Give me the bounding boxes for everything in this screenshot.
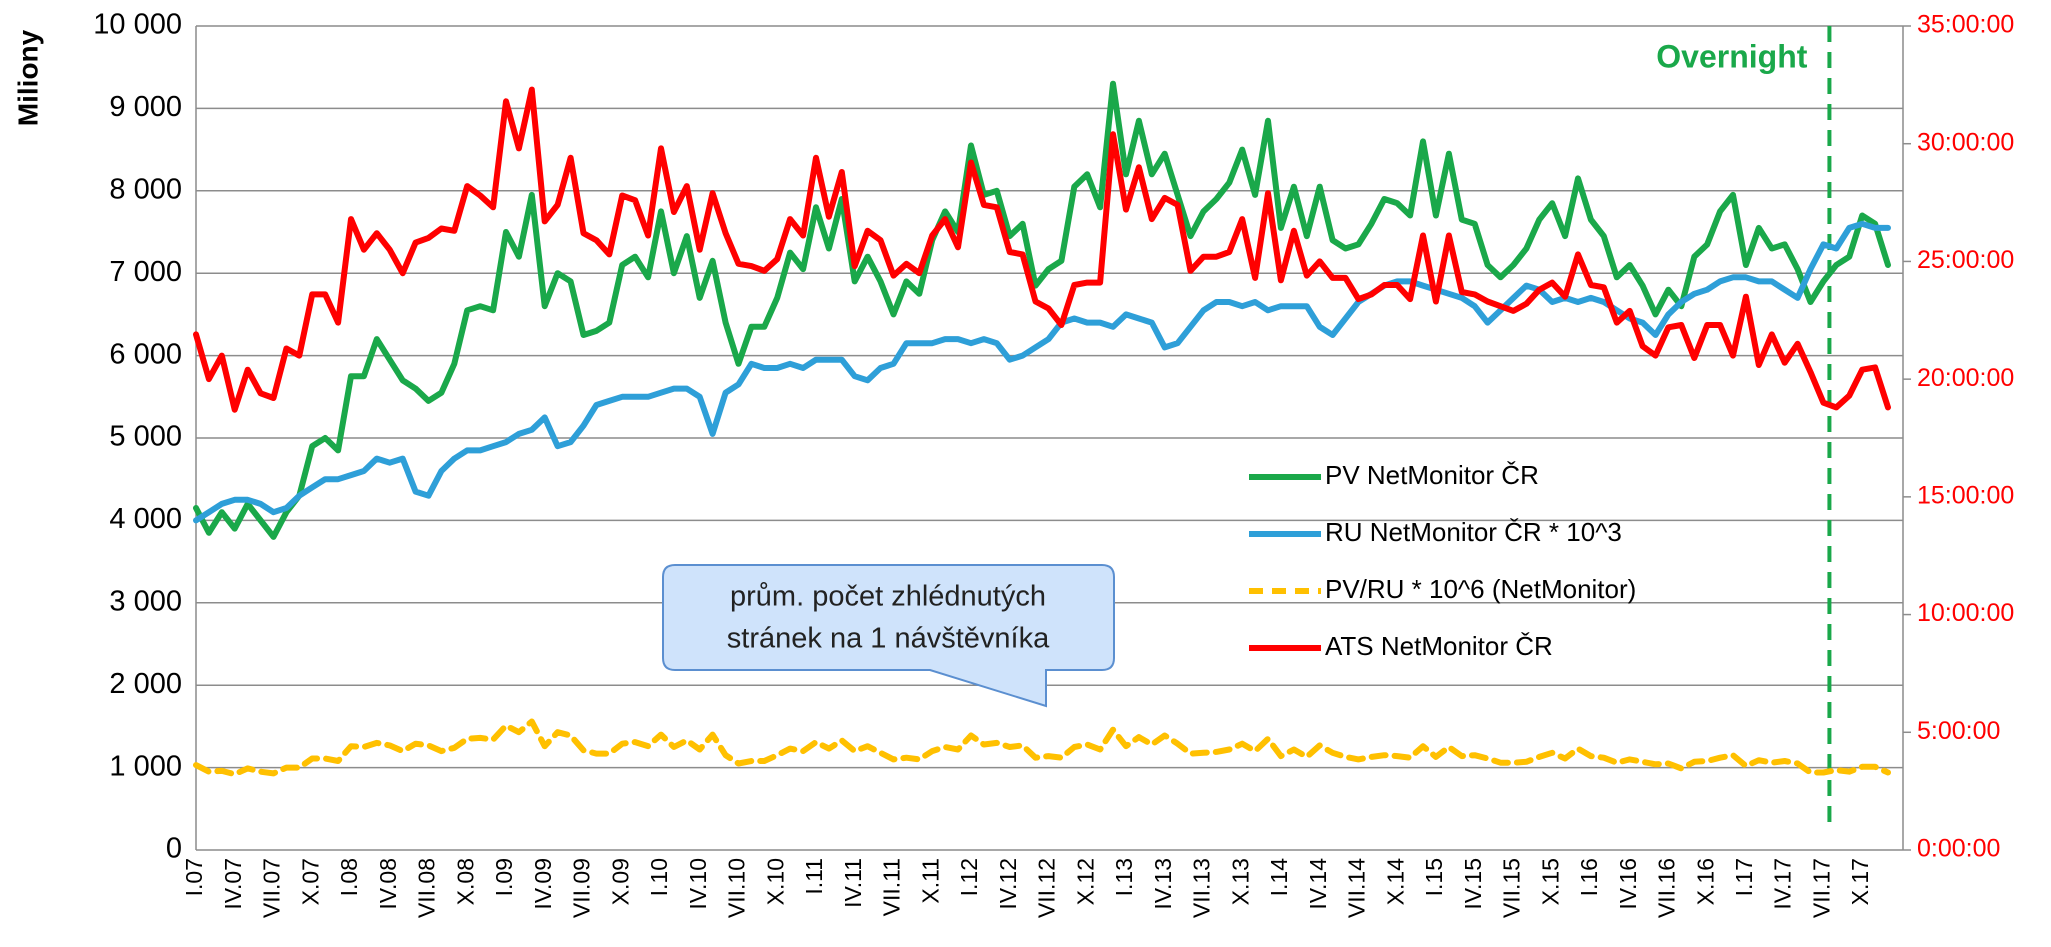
x-tick-label: X.16	[1692, 858, 1718, 905]
series-line	[193, 220, 1891, 524]
callout: prům. počet zhlédnutých stránek na 1 náv…	[662, 564, 1115, 708]
series-line	[193, 86, 1891, 413]
x-tick-label: I.15	[1421, 858, 1447, 896]
y2-tick-label: 35:00:00	[1917, 11, 2014, 39]
x-tick-label: X.09	[607, 858, 633, 905]
legend-label: RU NetMonitor ČR * 10^3	[1325, 517, 1622, 547]
x-tick-label: VII.09	[569, 858, 595, 918]
x-tick-label: I.10	[646, 858, 672, 896]
legend-label: PV NetMonitor ČR	[1325, 460, 1539, 490]
y2-tick-label: 30:00:00	[1917, 128, 2014, 156]
x-tick-label: VII.08	[414, 858, 440, 918]
x-tick-label: X.12	[1072, 858, 1098, 905]
x-tick-label: I.14	[1266, 858, 1292, 897]
y2-tick-label: 5:00:00	[1917, 717, 2000, 745]
legend-label: PV/RU * 10^6 (NetMonitor)	[1325, 574, 1636, 604]
x-tick-label: X.13	[1227, 858, 1253, 905]
x-tick-label: X.17	[1847, 858, 1873, 905]
x-tick-label: IV.12	[995, 858, 1021, 910]
x-tick-label: X.10	[762, 858, 788, 905]
y-tick-label: 1 000	[109, 750, 182, 782]
y-tick-label: 5 000	[109, 421, 182, 453]
x-tick-label: X.08	[452, 858, 478, 905]
y2-tick-label: 10:00:00	[1917, 599, 2014, 627]
x-tick-label: IV.15	[1460, 858, 1486, 910]
x-tick-label: I.07	[181, 858, 207, 896]
x-tick-label: X.14	[1382, 858, 1408, 906]
x-tick-label: VII.10	[724, 858, 750, 918]
x-tick-label: IV.14	[1305, 858, 1331, 910]
y-tick-label: 0	[166, 833, 182, 865]
x-tick-label: I.16	[1576, 858, 1602, 896]
y-tick-label: 4 000	[109, 503, 182, 535]
series-line	[193, 718, 1891, 778]
legend-label: ATS NetMonitor ČR	[1325, 631, 1553, 661]
y2-tick-label: 25:00:00	[1917, 246, 2014, 274]
x-tick-label: VII.11	[879, 858, 905, 916]
x-tick-label: IV.11	[840, 858, 866, 908]
x-tick-label: IV.13	[1150, 858, 1176, 910]
x-tick-label: VII.17	[1808, 858, 1834, 918]
x-tick-label: I.08	[336, 858, 362, 896]
y-tick-label: 8 000	[109, 173, 182, 205]
x-tick-label: IV.16	[1615, 858, 1641, 910]
x-tick-label: IV.08	[375, 858, 401, 910]
y-tick-label: 6 000	[109, 338, 182, 370]
y-tick-label: 10 000	[93, 9, 182, 41]
callout-text: stránek na 1 návštěvníka	[727, 623, 1050, 655]
y2-tick-label: 15:00:00	[1917, 481, 2014, 509]
x-tick-label: X.15	[1537, 858, 1563, 905]
x-tick-label: IV.09	[530, 858, 556, 910]
x-tick-label: X.11	[917, 858, 943, 904]
x-tick-label: VII.15	[1499, 858, 1525, 918]
x-tick-label: I.12	[956, 858, 982, 896]
x-tick-label: I.11	[801, 858, 827, 895]
callout-text: prům. počet zhlédnutých	[730, 581, 1046, 613]
series-line	[193, 80, 1891, 540]
y2-tick-label: 0:00:00	[1917, 835, 2000, 863]
y-tick-label: 3 000	[109, 585, 182, 617]
x-tick-label: X.07	[297, 858, 323, 905]
x-tick-label: IV.07	[220, 858, 246, 910]
y-tick-label: 9 000	[109, 91, 182, 123]
marker-label: Overnight	[1656, 38, 1807, 74]
x-tick-label: VII.07	[259, 858, 285, 918]
x-tick-label: I.13	[1111, 858, 1137, 896]
y-tick-label: 2 000	[109, 668, 182, 700]
x-tick-label: VII.12	[1034, 858, 1060, 918]
x-tick-label: I.17	[1731, 858, 1757, 896]
x-tick-label: IV.10	[685, 858, 711, 910]
y2-tick-label: 20:00:00	[1917, 364, 2014, 392]
x-tick-label: IV.17	[1770, 858, 1796, 910]
x-tick-label: VII.16	[1654, 858, 1680, 918]
x-tick-label: I.09	[491, 858, 517, 896]
callout-box	[662, 564, 1115, 708]
x-tick-label: VII.14	[1344, 858, 1370, 918]
y-tick-label: 7 000	[109, 256, 182, 288]
y-axis-label: Miliony	[12, 29, 43, 126]
x-tick-label: VII.13	[1189, 858, 1215, 918]
